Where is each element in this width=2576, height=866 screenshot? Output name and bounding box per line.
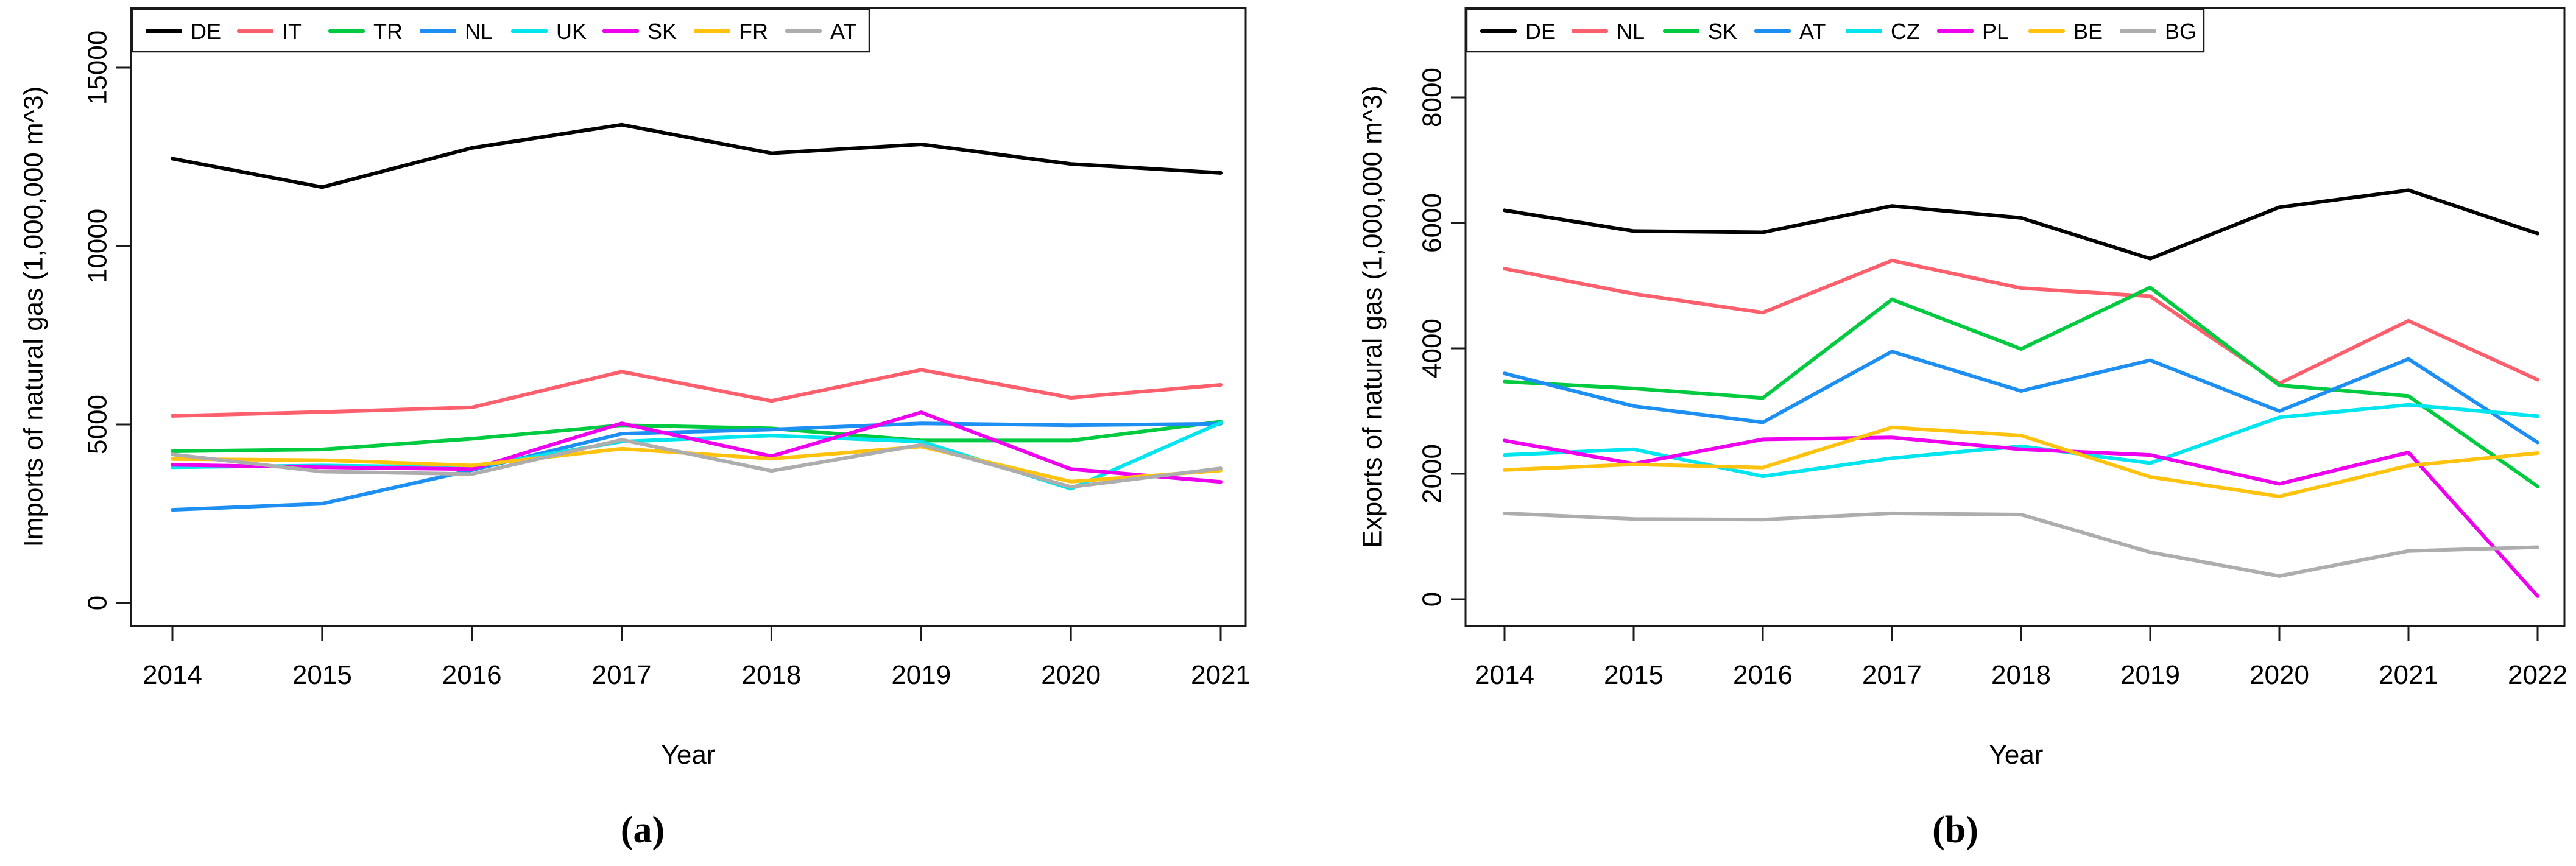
y-tick-label: 15000 — [83, 30, 113, 105]
plot-box — [130, 7, 1247, 627]
legend-label-CZ: CZ — [1891, 19, 1920, 44]
y-tick-label: 8000 — [1417, 68, 1447, 127]
series-line-SK — [171, 410, 1223, 484]
imports-x-axis-label: Year — [661, 740, 716, 770]
x-tick-label: 2020 — [1041, 660, 1101, 690]
legend-label-DE: DE — [191, 19, 221, 44]
series-line-IT — [171, 368, 1223, 418]
legend-label-UK: UK — [556, 19, 587, 44]
x-tick-label: 2014 — [1475, 660, 1534, 690]
legend-label-NL: NL — [465, 19, 493, 44]
x-tick-label: 2018 — [741, 660, 801, 690]
y-tick-label: 6000 — [1417, 193, 1447, 253]
x-tick-label: 2021 — [2379, 660, 2438, 690]
y-tick-label: 2000 — [1417, 444, 1447, 504]
legend-label-NL: NL — [1617, 19, 1645, 44]
imports-chart: 0 5000 10000 15000 2014 2015 2016 2017 2018 2019 2… — [83, 7, 1251, 690]
x-tick-label: 2015 — [1604, 660, 1664, 690]
exports-y-axis-label: Exports of natural gas (1,000,000 m^3) — [1357, 85, 1388, 548]
series-line-TR — [171, 420, 1223, 453]
x-tick-label: 2016 — [1733, 660, 1793, 690]
series-line-NL — [171, 421, 1223, 512]
series-line-BE — [1503, 425, 2539, 499]
legend-label-DE: DE — [1525, 19, 1556, 44]
x-tick-label: 2019 — [891, 660, 951, 690]
legend-label-AT: AT — [1799, 19, 1826, 44]
x-tick-label: 2020 — [2250, 660, 2309, 690]
series-line-BG — [1503, 511, 2539, 578]
x-tick-label: 2017 — [592, 660, 652, 690]
legend-label-BG: BG — [2165, 19, 2197, 44]
subfigure-caption-b: (b) — [1932, 809, 1978, 851]
y-tick-label: 0 — [83, 596, 113, 610]
exports-x-axis-label: Year — [1989, 740, 2044, 770]
series-line-AT — [1503, 350, 2539, 445]
y-tick-label: 0 — [1417, 592, 1447, 607]
y-tick-label: 4000 — [1417, 319, 1447, 378]
x-tick-label: 2017 — [1862, 660, 1922, 690]
y-tick-label: 10000 — [83, 209, 113, 283]
legend-label-PL: PL — [1982, 19, 2009, 44]
legend-label-BE: BE — [2073, 19, 2103, 44]
y-tick-label: 5000 — [83, 395, 113, 454]
legend-label-IT: IT — [282, 19, 302, 44]
x-tick-label: 2018 — [1991, 660, 2051, 690]
series-line-AT — [171, 438, 1223, 489]
series-line-CZ — [1503, 403, 2539, 479]
exports-chart: 0 2000 4000 6000 8000 2014 2015 2016 2017 2018 201… — [1417, 7, 2567, 690]
x-tick-label: 2016 — [442, 660, 502, 690]
imports-y-axis-label: Imports of natural gas (1,000,000 m^3) — [18, 86, 49, 547]
legend-label-FR: FR — [739, 19, 768, 44]
plot-box — [1464, 7, 2566, 627]
x-tick-label: 2014 — [143, 660, 202, 690]
legend-label-AT: AT — [830, 19, 856, 44]
legend-label-SK: SK — [648, 19, 677, 44]
legend-label-TR: TR — [373, 19, 403, 44]
x-tick-label: 2021 — [1191, 660, 1251, 690]
subfigure-caption-a: (a) — [620, 809, 665, 851]
x-tick-label: 2015 — [292, 660, 352, 690]
series-line-DE — [171, 122, 1223, 189]
legend-label-SK: SK — [1708, 19, 1737, 44]
series-line-SK — [1503, 286, 2539, 488]
x-tick-label: 2022 — [2508, 660, 2567, 690]
series-line-NL — [1503, 258, 2539, 385]
series-line-DE — [1503, 188, 2539, 261]
legend-box — [131, 8, 870, 53]
x-tick-label: 2019 — [2120, 660, 2180, 690]
series-line-PL — [1503, 435, 2539, 598]
